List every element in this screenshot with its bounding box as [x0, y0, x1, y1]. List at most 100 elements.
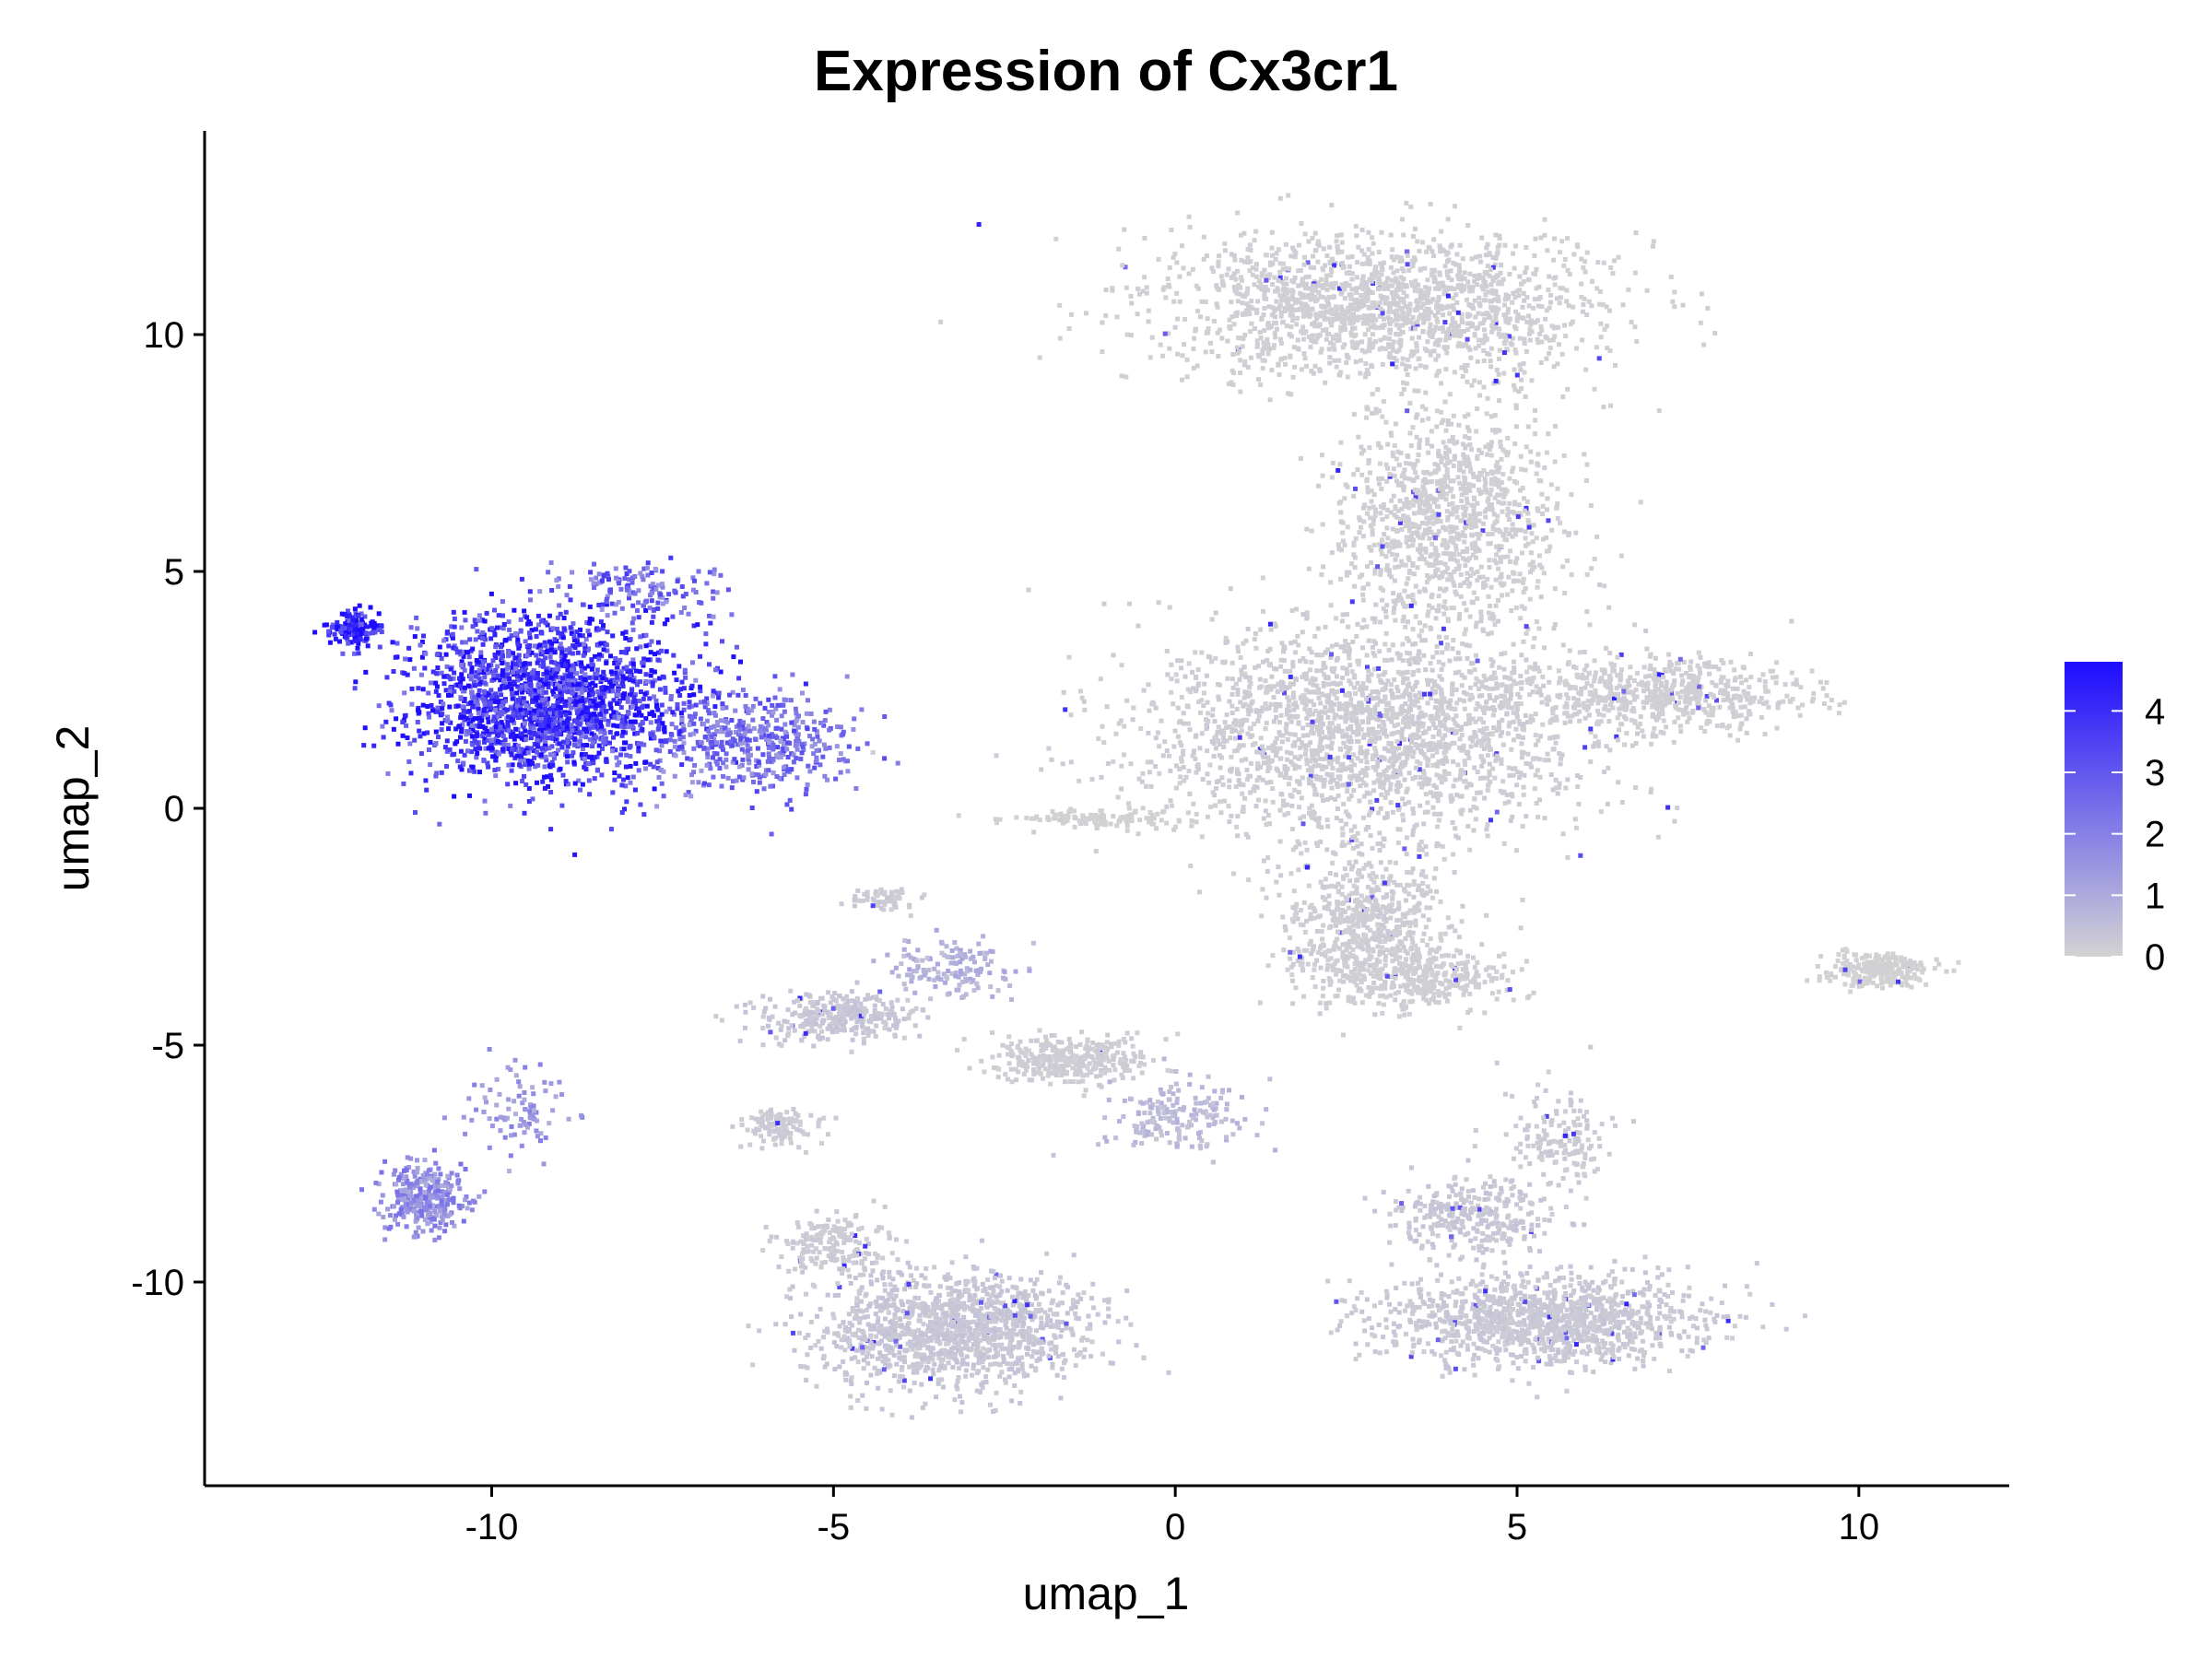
cell-point: [1299, 221, 1304, 226]
cell-point: [1518, 674, 1524, 678]
cell-point: [1499, 693, 1504, 699]
cell-point: [1414, 679, 1419, 685]
cell-point: [1395, 669, 1401, 675]
cell-point: [1398, 287, 1404, 292]
cell-point: [1598, 809, 1604, 815]
cell-point: [1421, 557, 1427, 562]
cell-point: [1486, 541, 1491, 547]
cell-point: [1349, 276, 1355, 282]
cell-point: [1488, 505, 1494, 511]
cell-point: [1398, 305, 1404, 311]
cell-point: [1450, 316, 1455, 321]
cell-point: [1345, 788, 1350, 794]
cell-point: [1565, 267, 1571, 273]
cell-point: [1399, 559, 1405, 564]
cell-point: [1395, 688, 1401, 694]
cell-point: [1309, 660, 1314, 665]
cell-point: [1493, 560, 1499, 566]
cell-point: [1355, 728, 1360, 734]
cell-point: [1427, 526, 1432, 532]
cell-point: [1355, 830, 1360, 836]
cell-point: [1462, 675, 1467, 680]
cell-point: [1420, 738, 1426, 744]
cell-point: [1233, 276, 1239, 282]
cell-point: [1519, 741, 1524, 747]
cell-point: [1398, 275, 1404, 280]
cell-point: [1495, 273, 1500, 278]
cell-point: [1411, 735, 1417, 740]
cell-point: [1401, 289, 1406, 295]
cell-point: [1286, 193, 1291, 198]
cell-point: [1386, 716, 1392, 722]
cell-point: [1361, 313, 1367, 319]
cell-point: [1338, 291, 1344, 297]
cell-point: [1317, 742, 1323, 747]
cell-point: [1309, 650, 1314, 655]
cell-point: [1253, 665, 1258, 670]
cell-point: [1261, 312, 1266, 318]
cell-point: [1426, 416, 1431, 421]
cell-point: [1361, 750, 1367, 756]
cell-point: [1490, 326, 1496, 332]
cell-point: [1404, 200, 1409, 206]
cell-point: [1445, 421, 1451, 427]
cell-point: [1300, 331, 1306, 335]
cell-point: [1298, 754, 1303, 759]
cell-point: [1135, 831, 1141, 837]
cell-point: [1531, 271, 1536, 276]
cell-point: [1449, 577, 1454, 582]
cell-point: [1410, 264, 1416, 269]
cell-point: [1321, 246, 1326, 252]
cell-point: [1444, 345, 1450, 350]
cell-point: [1419, 404, 1425, 409]
cell-point: [1457, 480, 1463, 486]
cell-point: [1319, 313, 1324, 319]
cell-point: [1389, 682, 1394, 688]
cell-point: [1558, 521, 1563, 526]
cell-point: [1596, 356, 1602, 361]
cell-point: [1352, 325, 1358, 331]
cell-point: [1328, 746, 1334, 751]
cell-point: [1344, 570, 1349, 575]
cell-point: [1318, 879, 1324, 885]
cell-point: [1452, 569, 1457, 574]
cell-point: [1347, 270, 1351, 275]
cell-point: [1545, 335, 1549, 341]
cell-point: [1308, 344, 1313, 349]
cell-point: [1346, 748, 1351, 754]
cell-point: [1366, 715, 1371, 721]
cell-point: [1361, 735, 1367, 740]
cell-point: [1259, 273, 1265, 278]
cell-point: [1458, 769, 1464, 774]
cell-point: [1241, 641, 1246, 646]
cell-point: [1430, 335, 1435, 339]
cell-point: [1282, 812, 1288, 818]
cell-point: [1243, 831, 1249, 837]
cell-point: [1408, 443, 1414, 449]
cell-point: [1417, 690, 1422, 696]
cell-point: [1393, 565, 1398, 571]
cell-point: [1247, 677, 1253, 683]
cell-point: [1370, 392, 1375, 397]
cell-point: [1496, 618, 1500, 624]
cell-point: [1370, 616, 1375, 621]
cell-point: [1399, 330, 1404, 335]
cell-point: [1282, 309, 1288, 313]
cell-point: [1392, 724, 1397, 728]
cell-point: [1381, 720, 1386, 725]
cell-point: [1521, 727, 1526, 733]
cell-point: [1468, 515, 1474, 521]
cell-point: [1174, 290, 1180, 296]
cell-point: [1531, 305, 1535, 311]
cell-point: [1349, 333, 1355, 338]
cell-point: [1490, 524, 1496, 529]
cell-point: [1428, 201, 1433, 206]
cell-point: [1451, 333, 1456, 338]
cell-point: [1360, 719, 1365, 724]
cell-point: [1400, 361, 1406, 367]
cell-point: [1222, 241, 1228, 246]
cell-point: [1415, 547, 1420, 552]
cell-point: [1444, 467, 1450, 473]
cell-point: [1408, 603, 1414, 608]
cell-point: [1433, 341, 1439, 347]
